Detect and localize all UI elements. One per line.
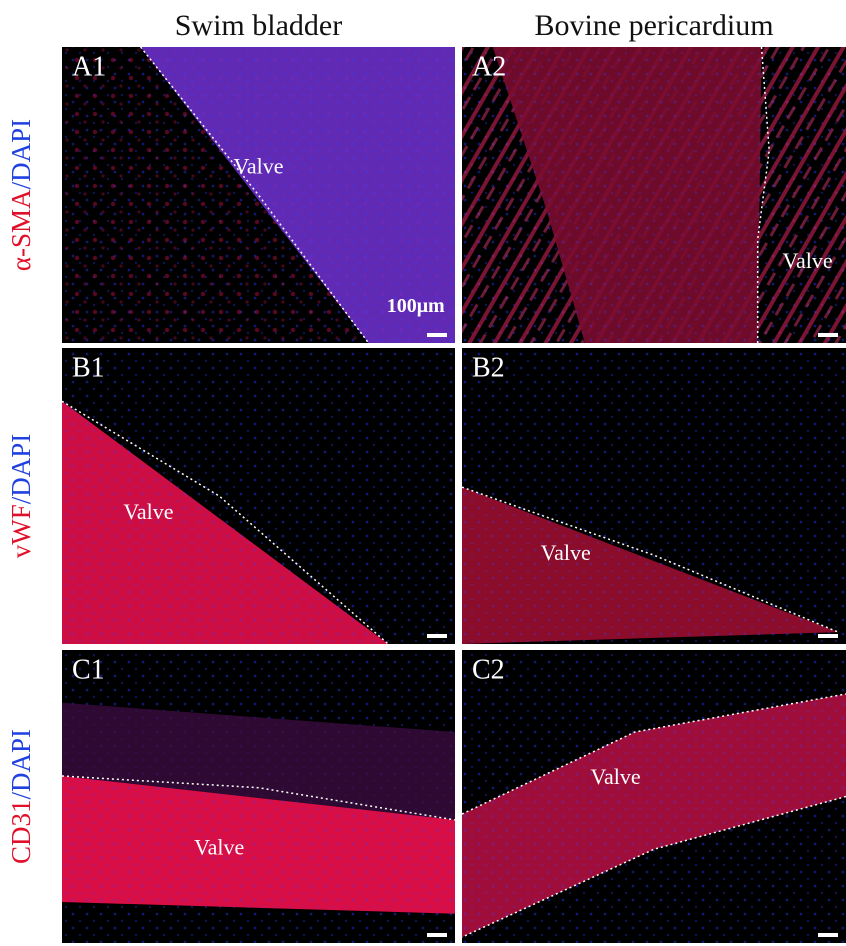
scale-bar xyxy=(427,333,447,337)
annotation: Valve xyxy=(783,248,833,273)
row-label: α-SMA/DAPI xyxy=(6,119,36,271)
micrograph-panel: A1 Valve 100μm xyxy=(62,47,455,343)
stain-name: /DAPI xyxy=(6,434,36,505)
scale-bar xyxy=(427,933,447,937)
panel-label: B2 xyxy=(472,352,505,383)
scale-bar xyxy=(818,634,838,638)
marker-name: CD31 xyxy=(6,800,36,865)
panel-label: A1 xyxy=(72,51,106,82)
micrograph-panel: B1 Valve xyxy=(62,348,455,644)
row-label: vWF/DAPI xyxy=(6,434,36,559)
column-header: Bovine pericardium xyxy=(534,9,773,42)
micrograph-panel: C2 Valve xyxy=(462,650,846,943)
micrograph-panel: A2 Valve xyxy=(462,47,846,343)
column-header: Swim bladder xyxy=(175,9,342,42)
annotation: Valve xyxy=(194,834,244,859)
marker-name: vWF xyxy=(6,504,36,558)
panel-label: C1 xyxy=(72,654,105,685)
scale-bar xyxy=(818,333,838,337)
annotation: Valve xyxy=(541,540,591,565)
stain-name: /DAPI xyxy=(6,119,36,190)
annotation: 100μm xyxy=(387,295,445,317)
figure: Swim bladder Bovine pericardium α-SMA/DAPI… xyxy=(0,0,846,946)
scale-bar xyxy=(818,933,838,937)
annotation: Valve xyxy=(591,764,641,789)
annotation: Valve xyxy=(233,153,283,178)
scale-bar xyxy=(427,634,447,638)
row-label: CD31/DAPI xyxy=(6,729,36,864)
panel-label: B1 xyxy=(72,352,105,383)
annotation: Valve xyxy=(123,499,173,524)
panel-label: C2 xyxy=(472,654,505,685)
stain-name: /DAPI xyxy=(6,729,36,800)
micrograph-panel: C1 Valve xyxy=(62,650,455,943)
marker-name: α-SMA xyxy=(6,189,36,271)
micrograph-panel: B2 Valve xyxy=(462,348,846,644)
panel-label: A2 xyxy=(472,51,506,82)
